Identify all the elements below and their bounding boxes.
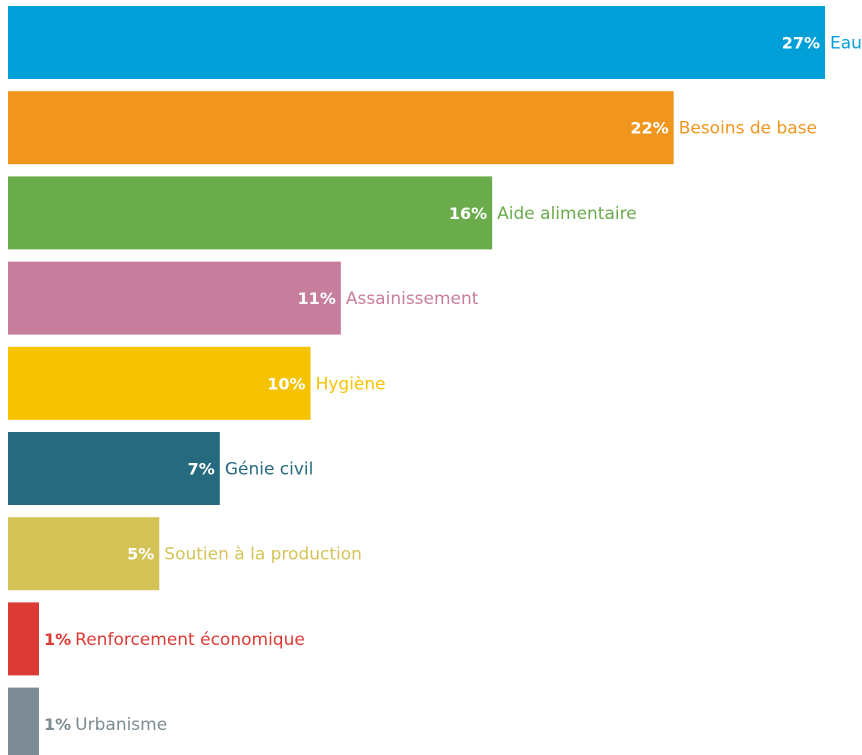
- bar-3: [8, 261, 341, 335]
- bar-1: [8, 91, 674, 165]
- bar-4: [8, 346, 311, 420]
- bar-6: [8, 517, 160, 591]
- bar-value-label-4: 10%: [267, 374, 305, 393]
- bar-value-label-3: 11%: [298, 289, 336, 308]
- bar-category-label-4: Hygiène: [316, 374, 386, 394]
- labels-layer: 27% Eau 22% Besoins de base 16% Aide alimenta…: [44, 34, 862, 736]
- bar-2: [8, 176, 493, 250]
- bar-value-label-7: 1%: [44, 630, 71, 649]
- bar-category-label-8: Urbanisme: [75, 715, 167, 735]
- bar-category-label-0: Eau: [830, 34, 862, 54]
- bar-value-label-0: 27%: [782, 34, 820, 53]
- bar-category-label-6: Soutien à la production: [164, 545, 362, 565]
- bar-7: [8, 602, 39, 676]
- bar-value-label-8: 1%: [44, 715, 71, 734]
- bar-8: [8, 687, 39, 755]
- bar-0: [8, 6, 825, 79]
- bars-layer: [8, 6, 825, 755]
- bar-value-label-2: 16%: [449, 204, 487, 223]
- bar-category-label-1: Besoins de base: [679, 119, 817, 139]
- bar-value-label-5: 7%: [188, 460, 215, 479]
- bar-value-label-6: 5%: [127, 545, 154, 564]
- bar-category-label-2: Aide alimentaire: [497, 204, 637, 224]
- bar-5: [8, 432, 220, 505]
- bar-value-label-1: 22%: [630, 119, 668, 138]
- bar-category-label-7: Renforcement économique: [75, 630, 305, 650]
- bar-category-label-5: Génie civil: [225, 460, 314, 480]
- bar-category-label-3: Assainissement: [346, 289, 479, 309]
